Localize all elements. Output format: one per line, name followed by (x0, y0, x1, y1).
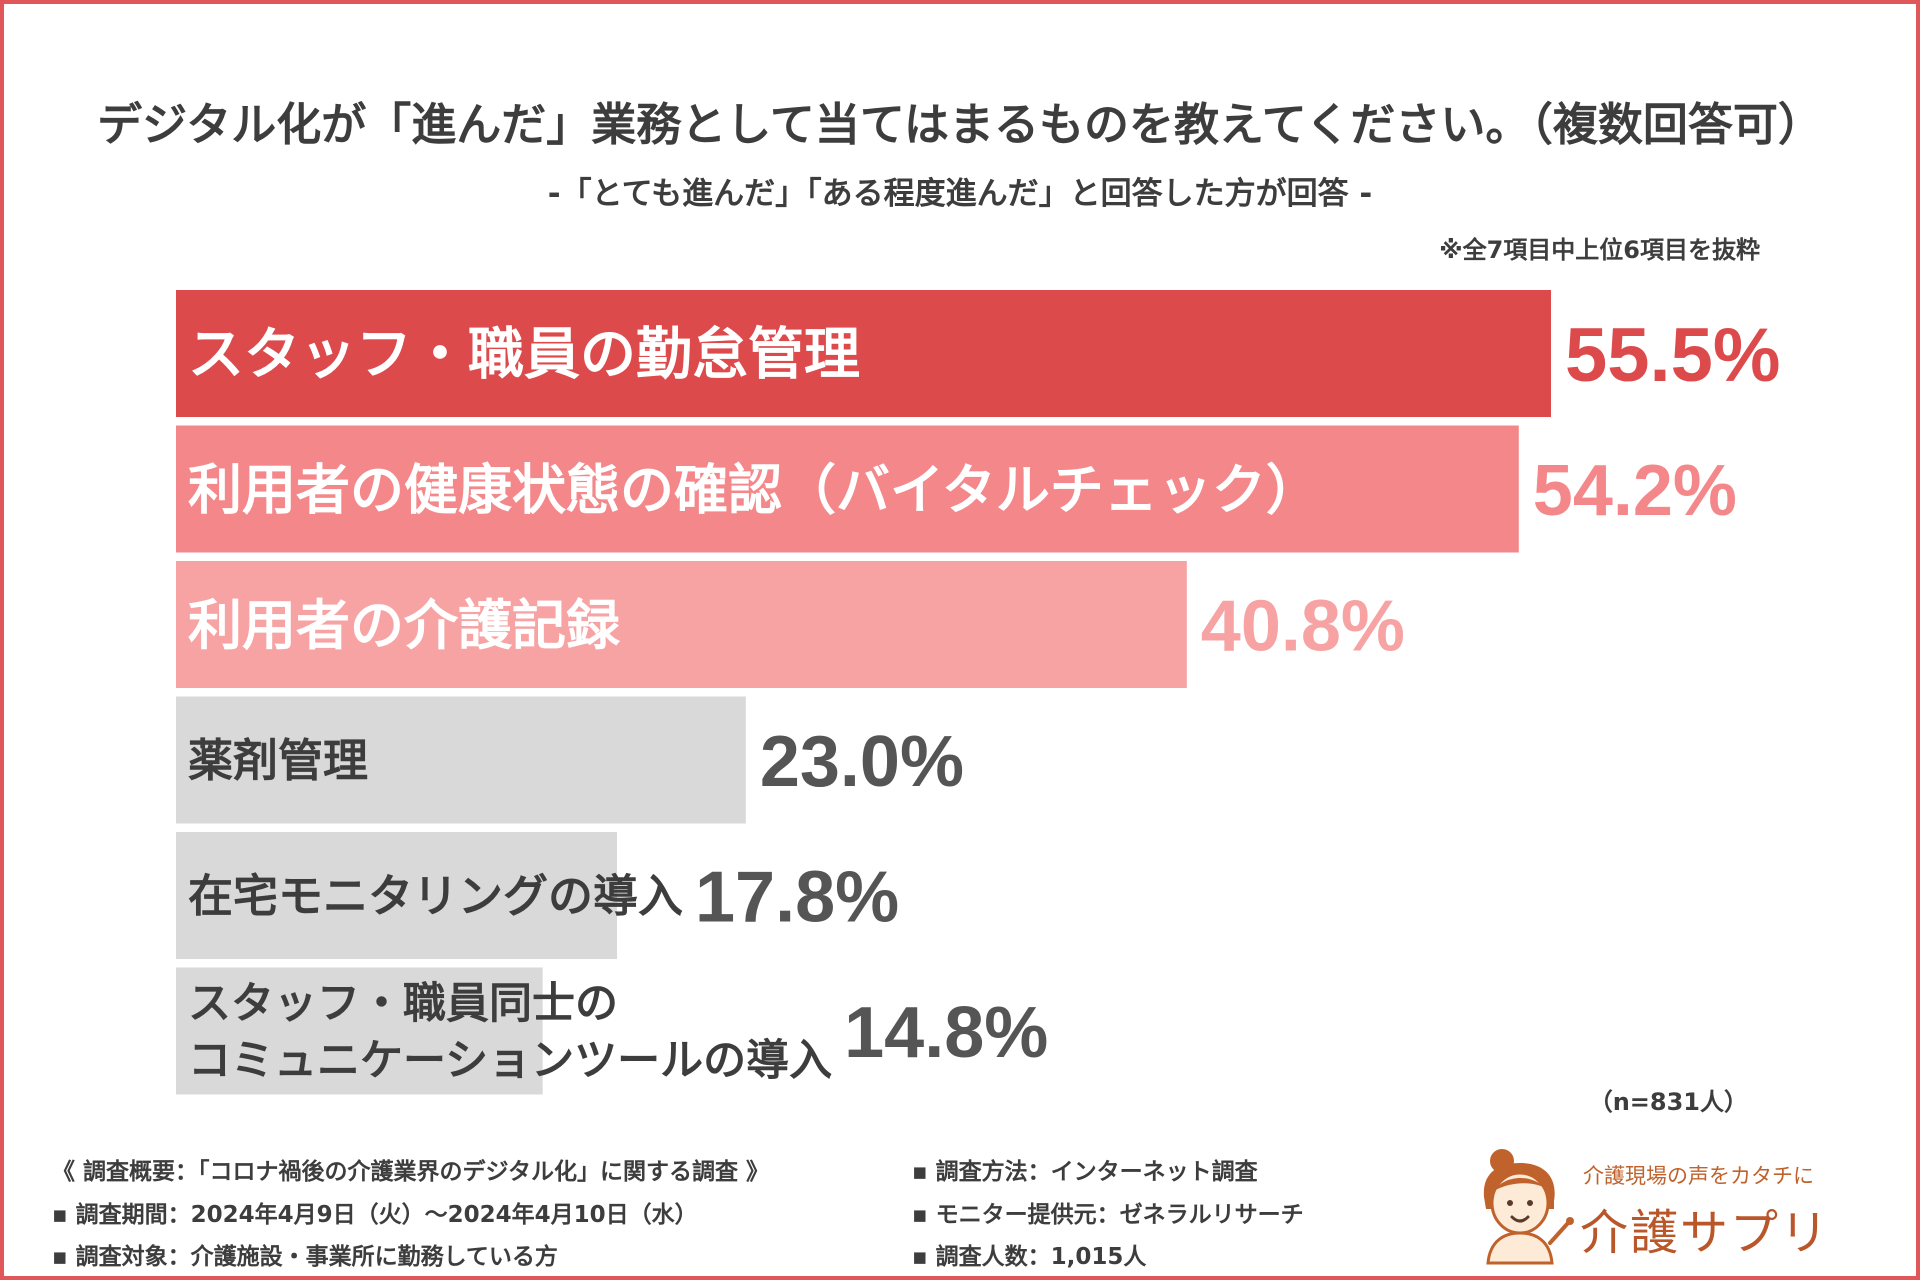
logo-name: 介護サプリ (1580, 1205, 1831, 1261)
value-label-1: 55.5% (1565, 313, 1781, 398)
bar-3 (176, 561, 1187, 688)
bar-label-4: 薬剤管理 (188, 734, 368, 787)
survey-monitor-provider: ▪ モニター提供元：ゼネラルリサーチ (912, 1202, 1304, 1228)
chart-subtitle: -「とても進んだ」「ある程度進んだ」と回答した方が回答 - (547, 176, 1373, 212)
bar-chart: スタッフ・職員の勤怠管理 55.5% 利用者の健康状態の確認（バイタルチェック） 54… (176, 290, 1781, 1095)
value-label-6: 14.8% (844, 993, 1048, 1073)
bar-4 (176, 696, 746, 824)
value-label-5: 17.8% (695, 857, 899, 937)
survey-period: ▪ 調査期間：2024年4月9日（火）〜2024年4月10日（水） (52, 1202, 698, 1228)
value-label-4: 23.0% (760, 722, 964, 802)
bar-1 (176, 290, 1551, 417)
sample-size: （n=831人） (1588, 1088, 1748, 1116)
bar-label-6-line-2: コミュニケーションツールの導入 (188, 1036, 832, 1086)
chart-title: デジタル化が「進んだ」業務として当てはまるものを教えてください。（複数回答可） (97, 98, 1823, 151)
bar-label-5: 在宅モニタリングの導入 (188, 870, 683, 923)
logo-tagline: 介護現場の声をカタチに (1583, 1164, 1814, 1188)
bar-label-1: スタッフ・職員の勤怠管理 (188, 323, 860, 388)
chart-note: ※全7項目中上位6項目を抜粋 (1439, 236, 1760, 264)
survey-sample-count: ▪ 調査人数：1,015人 (912, 1244, 1147, 1270)
value-label-3: 40.8% (1201, 586, 1405, 666)
survey-method: ▪ 調査方法：インターネット調査 (912, 1159, 1258, 1185)
bar-label-2: 利用者の健康状態の確認（バイタルチェック） (188, 458, 1320, 521)
brand-logo: 介護現場の声をカタチに 介護サプリ (1470, 1145, 1850, 1265)
bar-6 (176, 967, 543, 1095)
bar-label-6-line-1: スタッフ・職員同士の (188, 979, 618, 1029)
caregiver-mascot-icon (1483, 1149, 1574, 1265)
survey-target: ▪ 調査対象：介護施設・事業所に勤務している方 (52, 1244, 558, 1270)
survey-overview: 《 調査概要：「コロナ禍後の介護業界のデジタル化」に関する調査 》 (52, 1159, 770, 1185)
bar-5 (176, 832, 617, 959)
bar-2 (176, 425, 1519, 553)
bar-label-3: 利用者の介護記録 (188, 594, 621, 657)
value-label-2: 54.2% (1533, 451, 1737, 531)
